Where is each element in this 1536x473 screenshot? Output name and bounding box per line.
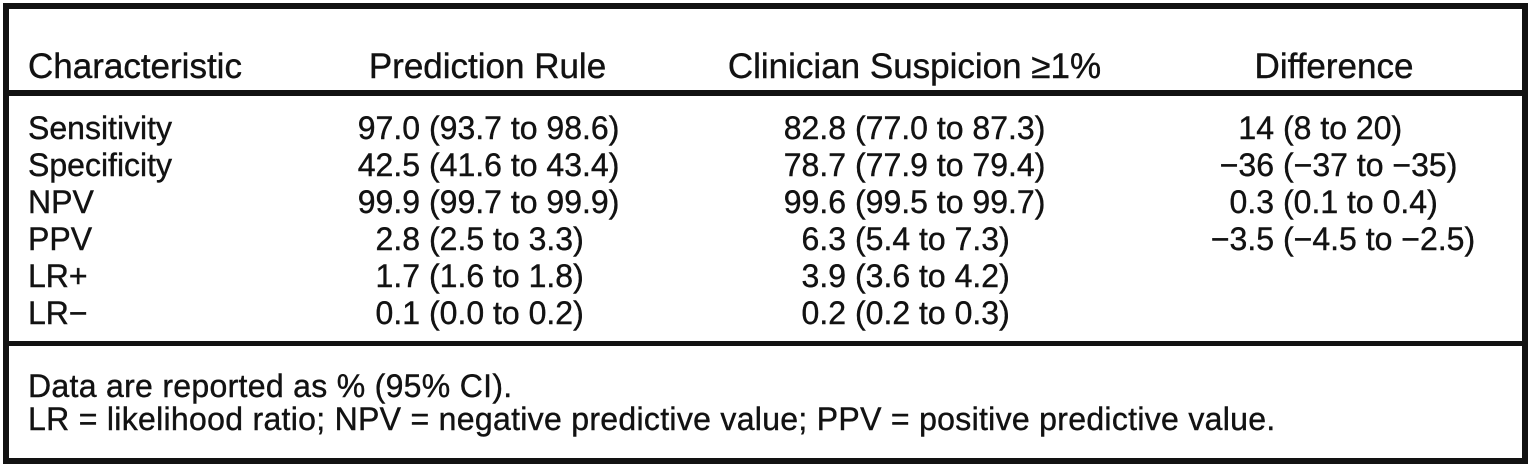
- cell-value: 0.3: [1229, 184, 1274, 220]
- cell-confidence-interval: (0.2 to 0.3): [855, 295, 1010, 331]
- cell-difference: −3.5 (−4.5 to −2.5): [1174, 221, 1522, 258]
- column-header-prediction-rule: Prediction Rule: [368, 47, 607, 86]
- cell-confidence-interval: (93.7 to 98.6): [429, 110, 620, 146]
- cell-confidence-interval: (0.0 to 0.2): [429, 295, 584, 331]
- cell-prediction-rule: 0.1 (0.0 to 0.2): [320, 295, 655, 332]
- cell-prediction-rule: 42.5 (41.6 to 43.4): [320, 147, 655, 184]
- column-header-characteristic: Characteristic: [28, 47, 242, 86]
- cell-confidence-interval: (−4.5 to −2.5): [1283, 221, 1476, 257]
- cell-value: −3.5: [1210, 221, 1275, 257]
- cell-value: 2.8: [375, 221, 420, 257]
- cell-difference: −36 (−37 to −35): [1174, 147, 1522, 184]
- cell-value: −36: [1219, 147, 1275, 183]
- table-row: NPV 99.9 (99.7 to 99.9) 99.6 (99.5 to 99.7) 0…: [9, 184, 1522, 221]
- table-body: Sensitivity 97.0 (93.7 to 98.6) 82.8 (77.0 t…: [9, 96, 1522, 346]
- table-footnotes: Data are reported as % (95% CI). LR = li…: [9, 346, 1522, 436]
- table-row: Specificity 42.5 (41.6 to 43.4) 78.7 (77.9 t…: [9, 147, 1522, 184]
- cell-confidence-interval: (1.6 to 1.8): [429, 258, 584, 294]
- table-header-row: Characteristic Prediction Rule Clinician…: [9, 9, 1522, 96]
- column-header-difference: Difference: [1254, 47, 1414, 86]
- table-row: LR− 0.1 (0.0 to 0.2) 0.2 (0.2 to 0.3): [9, 295, 1522, 332]
- row-label: LR+: [28, 258, 88, 294]
- cell-clinician-suspicion: 6.3 (5.4 to 7.3): [655, 221, 1174, 258]
- cell-prediction-rule: 2.8 (2.5 to 3.3): [320, 221, 655, 258]
- cell-clinician-suspicion: 82.8 (77.0 to 87.3): [655, 110, 1174, 147]
- cell-confidence-interval: (8 to 20): [1283, 110, 1403, 146]
- cell-prediction-rule: 97.0 (93.7 to 98.6): [320, 110, 655, 147]
- cell-confidence-interval: (77.0 to 87.3): [855, 110, 1046, 146]
- cell-clinician-suspicion: 99.6 (99.5 to 99.7): [655, 184, 1174, 221]
- cell-value: 97.0: [357, 110, 421, 146]
- footnote-abbreviations: LR = likelihood ratio; NPV = negative pr…: [28, 401, 1276, 437]
- cell-value: 82.8: [783, 110, 847, 146]
- cell-confidence-interval: (99.7 to 99.9): [429, 184, 620, 220]
- column-header-clinician-suspicion: Clinician Suspicion ≥1%: [727, 47, 1102, 86]
- table-row: Sensitivity 97.0 (93.7 to 98.6) 82.8 (77.0 t…: [9, 110, 1522, 147]
- cell-value: 0.1: [375, 295, 420, 331]
- table-row: LR+ 1.7 (1.6 to 1.8) 3.9 (3.6 to 4.2): [9, 258, 1522, 295]
- cell-confidence-interval: (77.9 to 79.4): [855, 147, 1046, 183]
- cell-value: 99.9: [357, 184, 421, 220]
- table-row: PPV 2.8 (2.5 to 3.3) 6.3 (5.4 to 7.3) −3.5 (−4…: [9, 221, 1522, 258]
- cell-confidence-interval: (3.6 to 4.2): [855, 258, 1010, 294]
- cell-value: 78.7: [783, 147, 847, 183]
- cell-difference: 14 (8 to 20): [1174, 110, 1522, 147]
- cell-confidence-interval: (−37 to −35): [1283, 147, 1458, 183]
- cell-value: 14: [1238, 110, 1274, 146]
- row-label: NPV: [28, 184, 94, 220]
- cell-confidence-interval: (2.5 to 3.3): [429, 221, 584, 257]
- cell-prediction-rule: 1.7 (1.6 to 1.8): [320, 258, 655, 295]
- row-label: PPV: [28, 221, 93, 257]
- diagnostic-accuracy-table: Characteristic Prediction Rule Clinician…: [3, 3, 1528, 464]
- cell-prediction-rule: 99.9 (99.7 to 99.9): [320, 184, 655, 221]
- row-label: Specificity: [28, 147, 173, 183]
- cell-difference: 0.3 (0.1 to 0.4): [1174, 184, 1522, 221]
- cell-confidence-interval: (41.6 to 43.4): [429, 147, 620, 183]
- cell-confidence-interval: (0.1 to 0.4): [1283, 184, 1438, 220]
- cell-clinician-suspicion: 0.2 (0.2 to 0.3): [655, 295, 1174, 332]
- cell-clinician-suspicion: 3.9 (3.6 to 4.2): [655, 258, 1174, 295]
- row-label: LR−: [28, 295, 88, 331]
- cell-value: 0.2: [801, 295, 846, 331]
- cell-value: 99.6: [783, 184, 847, 220]
- cell-value: 6.3: [801, 221, 846, 257]
- cell-clinician-suspicion: 78.7 (77.9 to 79.4): [655, 147, 1174, 184]
- cell-value: 3.9: [801, 258, 846, 294]
- row-label: Sensitivity: [28, 110, 173, 146]
- cell-confidence-interval: (99.5 to 99.7): [855, 184, 1046, 220]
- cell-value: 1.7: [375, 258, 420, 294]
- cell-confidence-interval: (5.4 to 7.3): [855, 221, 1010, 257]
- cell-value: 42.5: [357, 147, 421, 183]
- footnote-reporting: Data are reported as % (95% CI).: [28, 368, 513, 404]
